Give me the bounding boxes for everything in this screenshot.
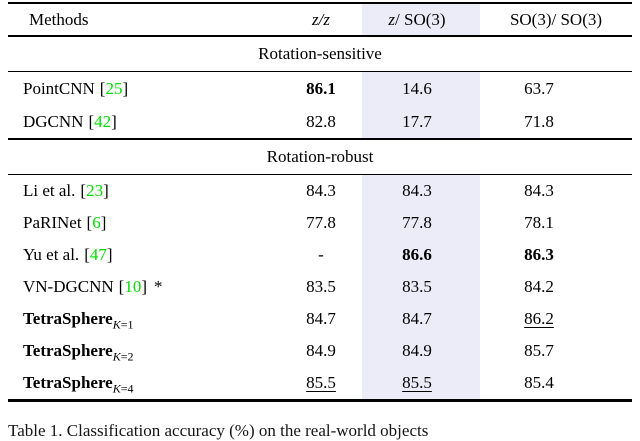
table-row: Li et al. [23] 84.3 84.3 84.3	[8, 174, 632, 208]
value-cell-z-z: 84.7	[306, 309, 336, 328]
subscript-variable: K	[112, 381, 121, 396]
method-name: PointCNN	[23, 78, 95, 98]
method-name-cell: DGCNN [42]	[8, 105, 280, 140]
citation-bracket: ]	[141, 277, 148, 296]
col-header-z-z: z/z	[280, 3, 362, 37]
citation-bracket: [	[88, 111, 95, 131]
section-row-rotation-robust: Rotation-robust	[8, 139, 632, 175]
section-row-rotation-sensitive: Rotation-sensitive	[8, 36, 632, 72]
method-name-cell: Li et al. [23]	[8, 175, 280, 208]
value-cell-z-z: 83.5	[306, 277, 336, 296]
citation-bracket: ]	[103, 181, 109, 200]
value-cell-z-so3: 83.5	[362, 271, 480, 303]
citation-bracket: [	[86, 213, 93, 232]
col-header-methods: Methods	[8, 3, 280, 37]
citation-link[interactable]: 6	[92, 213, 101, 232]
method-name-cell: PaRINet [6]	[8, 207, 280, 239]
citation-link[interactable]: 23	[86, 181, 104, 200]
value-cell-z-z: 86.1	[306, 78, 336, 98]
table-caption: Table 1. Classification accuracy (%) on …	[8, 421, 429, 440]
table-row: TetraSphereK=1 84.7 84.7 86.2	[8, 303, 632, 335]
citation-bracket: ]	[122, 78, 129, 98]
method-name-cell: TetraSphereK=1	[8, 303, 280, 335]
method-subscript: K=4	[113, 381, 134, 395]
section-title: Rotation-sensitive	[8, 36, 632, 72]
table-row: Yu et al. [47] - 86.6 86.3	[8, 239, 632, 271]
value-cell-z-so3: 14.6	[362, 71, 480, 105]
table-row: PointCNN [25] 86.1 14.6 63.7	[8, 71, 632, 106]
value-cell-z-z: -	[318, 245, 324, 264]
results-table: Methods z/z z/ SO(3) SO(3)/ SO(3) Rotati…	[8, 2, 632, 402]
citation-bracket: ]	[106, 245, 113, 264]
value-cell-so3-so3: 63.7	[524, 78, 554, 98]
table-row: VN-DGCNN [10] * 83.5 83.5 84.2	[8, 271, 632, 303]
value-cell-so3-so3: 85.7	[524, 341, 554, 360]
method-name: Yu et al.	[23, 245, 80, 264]
value-cell-so3-so3: 86.2	[524, 309, 554, 328]
method-name-cell: TetraSphereK=2	[8, 335, 280, 367]
table-header-row: Methods z/z z/ SO(3) SO(3)/ SO(3)	[8, 3, 632, 37]
method-name: Li et al.	[23, 181, 76, 200]
value-cell-z-z: 85.5	[306, 373, 336, 392]
value-cell-z-so3: 86.6	[362, 239, 480, 271]
citation-link[interactable]: 25	[105, 78, 123, 98]
asterisk-marker: *	[154, 277, 163, 296]
value-cell-so3-so3: 85.4	[524, 373, 554, 392]
math-italic: z/z	[312, 9, 330, 29]
value-cell-z-z: 77.8	[306, 213, 336, 232]
citation-bracket: [	[80, 181, 87, 200]
method-name: TetraSphere	[23, 373, 113, 392]
method-name-cell: TetraSphereK=4	[8, 367, 280, 401]
table-row: TetraSphereK=2 84.9 84.9 85.7	[8, 335, 632, 367]
method-name: PaRINet	[23, 213, 82, 232]
math-italic: z	[388, 9, 396, 29]
subscript-value: =2	[120, 349, 134, 364]
value-cell-z-z: 84.9	[306, 341, 336, 360]
value-cell-z-z: 84.3	[306, 181, 336, 200]
subscript-value: =1	[120, 317, 134, 332]
subscript-value: =4	[120, 381, 134, 396]
method-name: TetraSphere	[23, 309, 113, 328]
col-header-z-so3-rest: / SO(3)	[395, 9, 446, 29]
section-title: Rotation-robust	[8, 139, 632, 175]
method-name-cell: Yu et al. [47]	[8, 239, 280, 271]
col-header-so3-so3: SO(3)/ SO(3)	[480, 3, 632, 37]
table-row: PaRINet [6] 77.8 77.8 78.1	[8, 207, 632, 239]
value-cell-so3-so3: 84.2	[524, 277, 554, 296]
value-cell-z-so3: 17.7	[362, 105, 480, 140]
method-name: DGCNN	[23, 111, 84, 131]
value-cell-so3-so3: 86.3	[524, 245, 554, 264]
citation-bracket: ]	[111, 111, 117, 131]
value-cell-z-so3: 85.5	[362, 367, 480, 401]
method-name-cell: VN-DGCNN [10] *	[8, 271, 280, 303]
value-cell-z-so3: 77.8	[362, 207, 480, 239]
value-cell-z-so3: 84.7	[362, 303, 480, 335]
method-subscript: K=1	[113, 317, 134, 331]
table-row: TetraSphereK=4 85.5 85.5 85.4	[8, 367, 632, 401]
subscript-variable: K	[112, 349, 121, 364]
value-cell-so3-so3: 84.3	[524, 181, 554, 200]
citation-bracket: [	[99, 78, 106, 98]
col-header-z-so3: z/ SO(3)	[362, 3, 480, 37]
method-subscript: K=2	[113, 349, 134, 363]
method-name-cell: PointCNN [25]	[8, 72, 280, 106]
subscript-variable: K	[112, 317, 121, 332]
citation-link[interactable]: 10	[124, 277, 142, 296]
citation-bracket: ]	[100, 213, 107, 232]
value-cell-z-z: 82.8	[280, 105, 362, 140]
value-cell-so3-so3: 78.1	[524, 213, 554, 232]
citation-link[interactable]: 47	[89, 245, 107, 264]
method-name: TetraSphere	[23, 341, 113, 360]
citation-bracket: [	[118, 277, 125, 296]
citation-link[interactable]: 42	[94, 111, 112, 131]
value-cell-z-so3: 84.3	[362, 174, 480, 207]
citation-bracket: [	[84, 245, 90, 264]
value-cell-so3-so3: 71.8	[480, 105, 632, 140]
method-name: VN-DGCNN	[23, 277, 114, 296]
table-row: DGCNN [42] 82.8 17.7 71.8	[8, 105, 632, 140]
value-cell-z-so3: 84.9	[362, 335, 480, 367]
